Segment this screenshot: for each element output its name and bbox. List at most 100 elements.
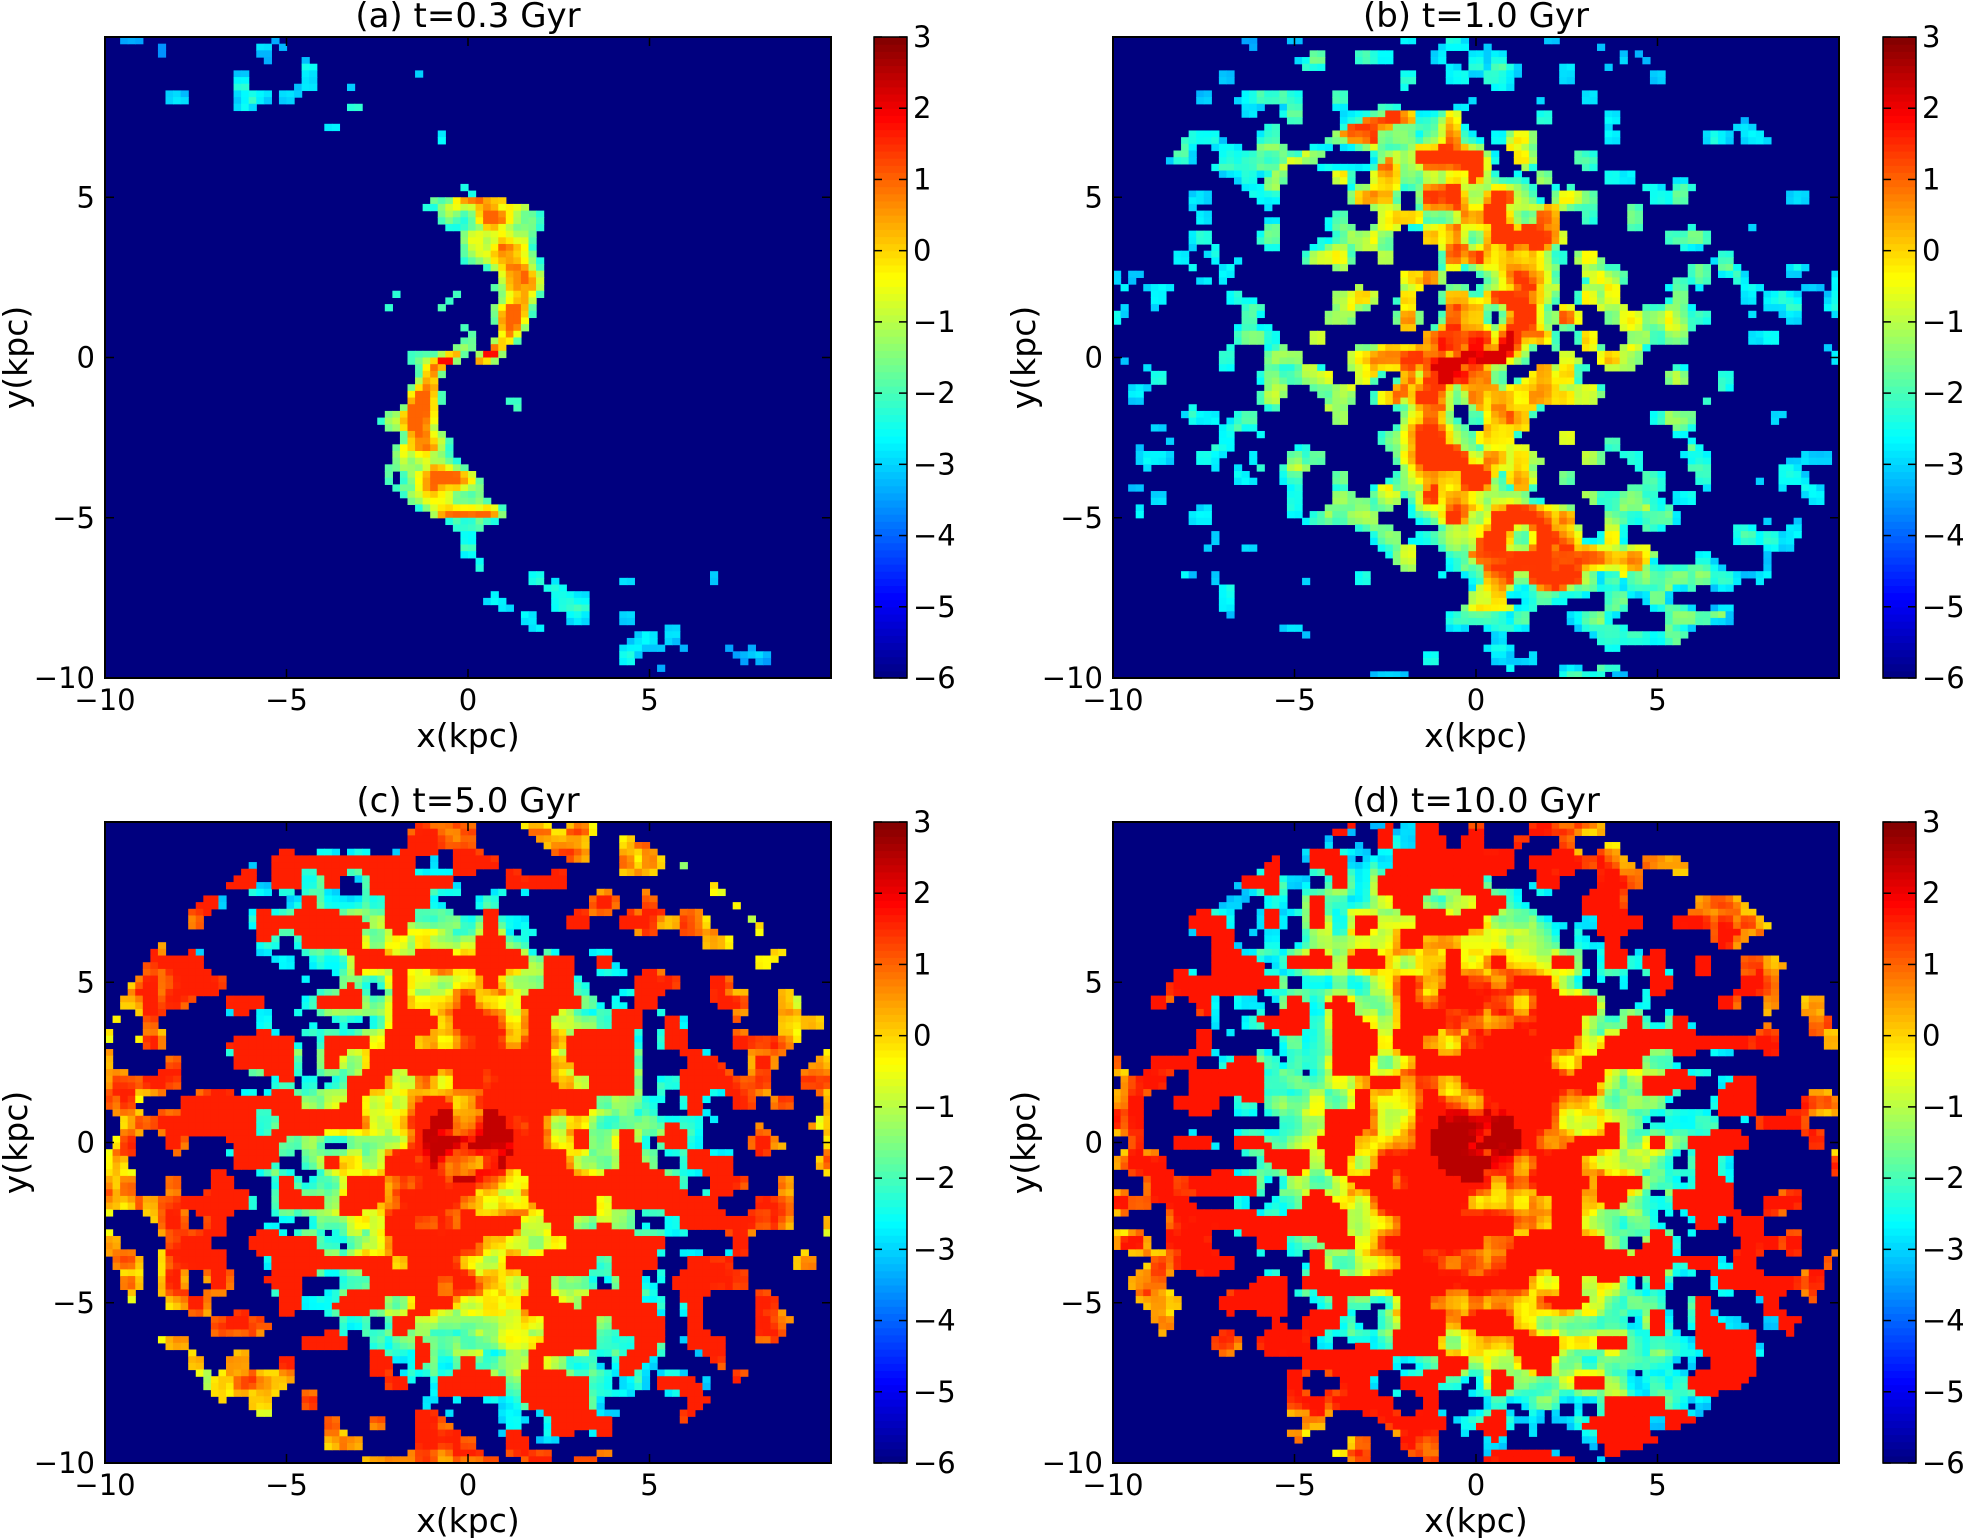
heatmap-cell [490,257,499,265]
heatmap-cell [468,203,477,212]
heatmap-cell [1355,364,1364,372]
heatmap-cell [1506,591,1515,599]
heatmap-cell [1589,551,1598,559]
heatmap-cell [1491,377,1500,385]
heatmap-cell [1665,324,1674,332]
heatmap-cell [1430,270,1439,278]
heatmap-cell [1438,370,1447,379]
heatmap-cell [1536,223,1545,232]
heatmap-cell [445,210,454,218]
heatmap-cell [1642,551,1651,559]
heatmap-cell [248,1369,257,1377]
heatmap-cell [1415,377,1424,385]
heatmap-cell [490,217,499,225]
heatmap-cell [1521,217,1530,225]
heatmap-cell [188,1115,197,1124]
heatmap-cell [399,417,409,425]
heatmap-cell [180,1129,189,1137]
heatmap-cell [1203,544,1212,552]
heatmap-cell [1415,491,1424,499]
heatmap-cell [1415,310,1424,319]
heatmap-cell [286,1189,295,1197]
heatmap-cell [407,350,416,359]
heatmap-cell [415,390,424,399]
heatmap-cell [1581,364,1591,372]
colorbar-segment [874,158,907,166]
heatmap-cell [1355,143,1364,152]
heatmap-cell [1642,317,1651,325]
heatmap-cell [180,962,189,970]
heatmap-cell [1604,664,1613,672]
heatmap-cell [1642,57,1651,65]
heatmap-cell [1385,497,1394,505]
heatmap-cell [1468,70,1477,78]
heatmap-cell [1665,631,1674,639]
heatmap-cell [241,1329,250,1337]
heatmap-cell [1619,537,1628,546]
heatmap-cell [233,1389,242,1397]
heatmap-cell [1604,524,1613,532]
heatmap-cell [1506,491,1515,499]
heatmap-cell [120,1256,129,1264]
heatmap-cell [1196,97,1205,105]
heatmap-cell [1135,457,1144,465]
heatmap-cell [1513,284,1522,292]
heatmap-cell [452,344,462,352]
heatmap-cell [1392,484,1401,492]
heatmap-cell [294,1122,303,1130]
heatmap-cell [1241,297,1250,305]
heatmap-cell [1430,497,1439,505]
heatmap-cell [1528,584,1538,592]
heatmap-cell [520,277,530,285]
heatmap-cell [1521,450,1530,459]
heatmap-cell [1438,471,1447,479]
heatmap-cell [301,1142,310,1150]
heatmap-cell [1483,524,1492,532]
heatmap-cell [1438,143,1447,152]
heatmap-cell [1506,524,1515,532]
heatmap-cell [271,1089,280,1097]
heatmap-cell [1695,444,1704,452]
heatmap-cell [1317,50,1326,58]
heatmap-cell [135,1202,144,1210]
heatmap-cell [286,1095,295,1104]
heatmap-cell [513,243,522,252]
heatmap-cell [1392,437,1401,445]
heatmap-cell [226,1002,235,1010]
heatmap-cell [256,995,265,1003]
heatmap-cell [1264,324,1273,332]
heatmap-cell [1241,97,1250,105]
heatmap-cell [1445,344,1454,352]
heatmap-cell [112,1089,121,1097]
heatmap-cell [188,1102,197,1110]
heatmap-cell [1513,290,1522,299]
heatmap-cell [1574,531,1583,539]
heatmap-cell [1392,177,1401,185]
heatmap-cell [226,1149,235,1157]
heatmap-cell [1460,604,1470,612]
heatmap-cell [1801,197,1810,205]
heatmap-cell [241,1376,250,1384]
heatmap-cell [1755,531,1764,539]
heatmap-cell [445,477,454,485]
heatmap-field [105,822,832,1464]
heatmap-cell [1476,457,1485,465]
heatmap-cell [1491,551,1500,559]
heatmap-cell [286,922,295,930]
heatmap-cell [1460,197,1470,205]
heatmap-cell [180,1102,189,1110]
heatmap-cell [1324,137,1333,145]
heatmap-cell [1506,297,1515,305]
heatmap-cell [1551,203,1560,212]
colorbar-segment [1883,336,1916,344]
colorbar-segment [1883,37,1916,45]
heatmap-cell [1256,190,1265,198]
heatmap-cell [173,988,182,997]
heatmap-cell [1332,390,1341,399]
heatmap-cell [1332,243,1341,252]
heatmap-cell [1400,270,1409,278]
heatmap-cell [498,284,507,292]
heatmap-cell [256,1155,265,1164]
heatmap-cell [452,210,462,218]
heatmap-cell [1430,210,1439,218]
